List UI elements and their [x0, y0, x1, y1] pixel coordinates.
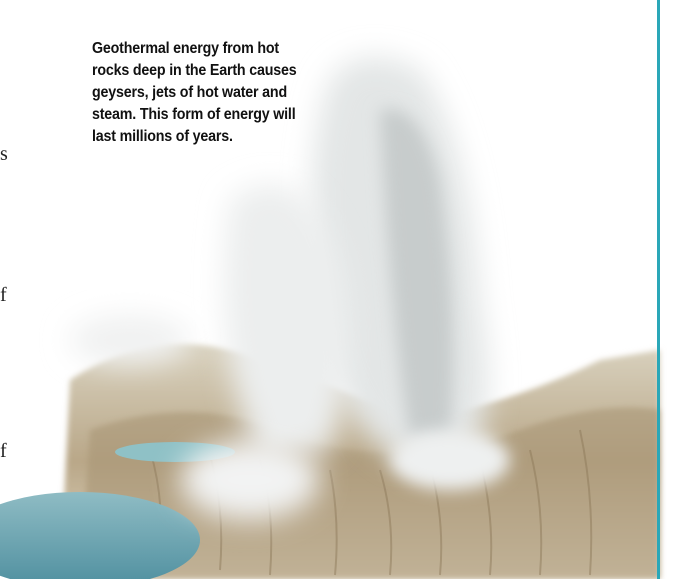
text-fragment: f [0, 440, 7, 463]
caption-line: geysers, jets of hot water and [92, 82, 297, 104]
text-fragment: s [0, 143, 8, 166]
page: Geothermal energy from hot rocks deep in… [0, 0, 679, 579]
text-fragment: f [0, 284, 7, 307]
border-line [657, 0, 660, 579]
caption-line: last millions of years. [92, 126, 297, 148]
caption-line: Geothermal energy from hot [92, 38, 297, 60]
caption-line: rocks deep in the Earth causes [92, 60, 297, 82]
caption-line: steam. This form of energy will [92, 104, 297, 126]
caption: Geothermal energy from hot rocks deep in… [92, 38, 297, 148]
